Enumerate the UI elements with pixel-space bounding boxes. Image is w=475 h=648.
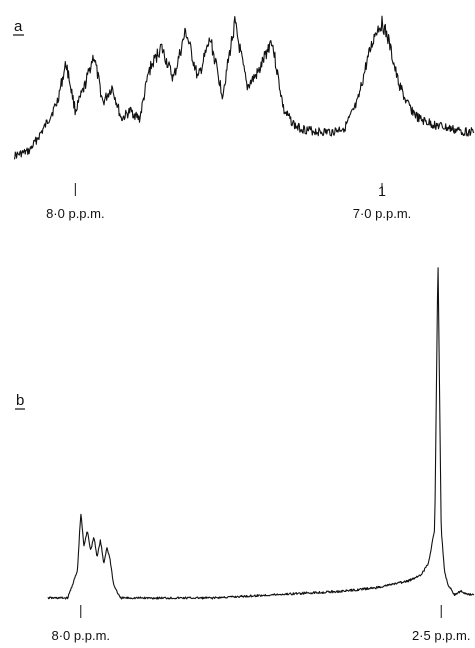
- x-tick-label: 8·0 p.p.m.: [52, 628, 111, 643]
- spectrum-b-trace: [47, 267, 475, 600]
- spectrum-a-annotation: 1: [378, 183, 386, 199]
- x-tick-label: 2·5 p.p.m.: [412, 628, 471, 643]
- spectrum-b-ticks: 8·0 p.p.m. 2·5 p.p.m.: [52, 605, 471, 643]
- panel-b: b 8·0 p.p.m. 2·5 p.p.m.: [15, 267, 475, 643]
- panel-a: a 8·0 p.p.m. 7·0 p.p.m. 1: [13, 15, 475, 221]
- spectrum-a-trace: [14, 15, 475, 160]
- spectrum-a-ticks: 8·0 p.p.m. 7·0 p.p.m.: [46, 183, 411, 221]
- panel-a-label: a: [14, 18, 23, 35]
- x-tick-label: 7·0 p.p.m.: [353, 206, 412, 221]
- panel-b-label: b: [16, 392, 24, 409]
- x-tick-label: 8·0 p.p.m.: [46, 206, 105, 221]
